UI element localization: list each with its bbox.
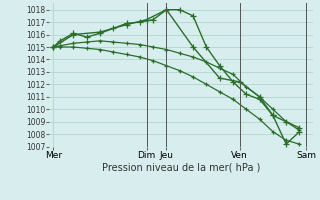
X-axis label: Pression niveau de la mer( hPa ): Pression niveau de la mer( hPa )	[102, 163, 260, 173]
